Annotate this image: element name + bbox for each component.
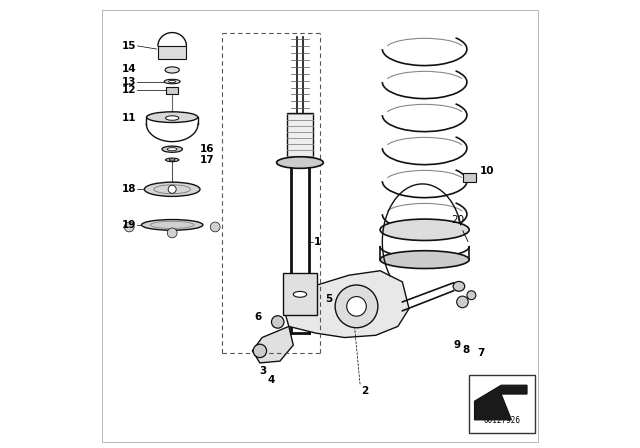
Circle shape: [347, 297, 366, 316]
Text: 9: 9: [454, 340, 461, 350]
Ellipse shape: [380, 219, 469, 241]
Ellipse shape: [453, 281, 465, 291]
Text: 15: 15: [122, 41, 136, 51]
Ellipse shape: [141, 220, 203, 230]
Polygon shape: [252, 327, 293, 363]
Text: 11: 11: [122, 113, 136, 123]
Text: 20: 20: [451, 215, 468, 241]
Circle shape: [211, 222, 220, 232]
Text: 8: 8: [463, 345, 470, 354]
Circle shape: [124, 222, 134, 232]
Ellipse shape: [293, 292, 307, 297]
Bar: [469, 375, 535, 433]
Circle shape: [167, 228, 177, 238]
Polygon shape: [284, 271, 409, 337]
Text: 5: 5: [325, 294, 333, 304]
Text: 7: 7: [477, 348, 485, 358]
Text: 18: 18: [122, 184, 136, 194]
Polygon shape: [474, 385, 527, 420]
Ellipse shape: [276, 157, 323, 168]
Ellipse shape: [147, 112, 198, 122]
Ellipse shape: [170, 159, 175, 161]
Text: 10: 10: [479, 166, 494, 176]
Circle shape: [168, 185, 176, 193]
Text: 12: 12: [122, 86, 136, 95]
Text: 00127926: 00127926: [484, 416, 520, 425]
Ellipse shape: [166, 116, 179, 120]
Circle shape: [271, 316, 284, 328]
Text: 6: 6: [254, 313, 261, 323]
Text: 3: 3: [259, 366, 267, 376]
Circle shape: [467, 291, 476, 300]
Bar: [463, 173, 476, 182]
Ellipse shape: [165, 67, 179, 73]
Text: 16: 16: [200, 144, 214, 154]
Bar: [283, 273, 317, 315]
Ellipse shape: [145, 182, 200, 196]
Ellipse shape: [167, 148, 177, 151]
Text: 2: 2: [361, 386, 368, 396]
Text: 1: 1: [314, 237, 321, 247]
Bar: [158, 46, 186, 59]
Bar: [166, 87, 179, 94]
Text: 14: 14: [122, 64, 136, 74]
Bar: [287, 113, 314, 164]
Text: 13: 13: [122, 77, 136, 86]
Ellipse shape: [162, 146, 182, 152]
Circle shape: [335, 285, 378, 328]
Circle shape: [253, 344, 267, 358]
Ellipse shape: [166, 158, 179, 162]
Ellipse shape: [380, 251, 469, 268]
Text: 17: 17: [200, 155, 214, 165]
Circle shape: [457, 296, 468, 308]
Text: 19: 19: [122, 220, 136, 230]
Text: 4: 4: [268, 375, 275, 385]
Ellipse shape: [168, 80, 176, 82]
Ellipse shape: [164, 79, 180, 84]
